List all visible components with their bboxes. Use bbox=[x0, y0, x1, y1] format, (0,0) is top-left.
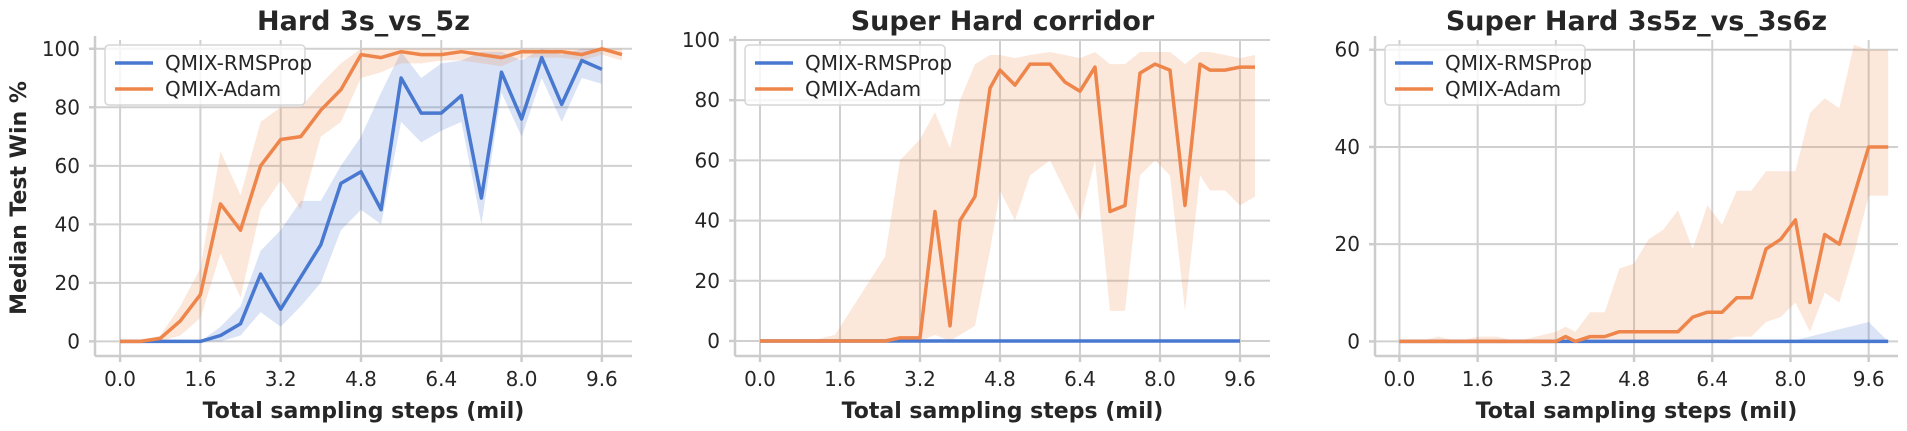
panel-2: 0.0 1.6 3.2 4.8 6.4 8.0 9.6 0 20 40 60 80 100 QMIX-RM… bbox=[682, 6, 1270, 424]
confidence-band-adam bbox=[120, 48, 622, 342]
legend-label: QMIX-RMSProp bbox=[165, 51, 312, 75]
y-tick-label: 40 bbox=[55, 212, 80, 236]
chart-title: Hard 3s_vs_5z bbox=[257, 6, 470, 37]
x-tick-label: 9.6 bbox=[586, 367, 618, 391]
x-tick-label: 4.8 bbox=[345, 367, 377, 391]
x-tick-label: 1.6 bbox=[824, 367, 856, 391]
legend-box bbox=[104, 44, 306, 106]
chart-title: Super Hard corridor bbox=[851, 6, 1155, 37]
legend-label: QMIX-RMSProp bbox=[805, 51, 952, 75]
y-tick-label: 20 bbox=[1335, 232, 1360, 256]
x-tick-label: 1.6 bbox=[184, 367, 216, 391]
x-tick-label: 0.0 bbox=[744, 367, 776, 391]
legend-box bbox=[744, 44, 946, 106]
legend-label: QMIX-Adam bbox=[165, 77, 281, 101]
x-tick-label: 4.8 bbox=[984, 367, 1016, 391]
y-tick-label: 60 bbox=[1335, 38, 1360, 62]
x-axis-label: Total sampling steps (mil) bbox=[203, 399, 525, 424]
x-tick-label: 6.4 bbox=[425, 367, 457, 391]
y-tick-label: 60 bbox=[55, 154, 80, 178]
x-tick-label: 6.4 bbox=[1064, 367, 1096, 391]
y-tick-label: 100 bbox=[682, 28, 720, 52]
y-tick-label: 80 bbox=[55, 95, 80, 119]
y-tick-label: 80 bbox=[695, 88, 720, 112]
x-tick-label: 0.0 bbox=[1384, 367, 1416, 391]
x-tick-label: 6.4 bbox=[1696, 367, 1728, 391]
legend-label: QMIX-Adam bbox=[1445, 77, 1561, 101]
panel-1: 0.0 1.6 3.2 4.8 6.4 8.0 9.6 0 20 40 60 80 100 QMIX-RM… bbox=[7, 6, 632, 424]
legend-box bbox=[1384, 44, 1586, 106]
legend-label: QMIX-Adam bbox=[805, 77, 921, 101]
y-tick-label: 20 bbox=[55, 271, 80, 295]
y-tick-label: 40 bbox=[1335, 135, 1360, 159]
chart-title: Super Hard 3s5z_vs_3s6z bbox=[1446, 6, 1827, 37]
x-tick-label: 3.2 bbox=[1540, 367, 1572, 391]
legend-label: QMIX-RMSProp bbox=[1445, 51, 1592, 75]
x-tick-label: 0.0 bbox=[104, 367, 136, 391]
y-tick-label: 40 bbox=[695, 209, 720, 233]
y-tick-label: 60 bbox=[695, 148, 720, 172]
x-axis-label: Total sampling steps (mil) bbox=[842, 399, 1164, 424]
y-tick-label: 0 bbox=[67, 329, 80, 353]
x-tick-label: 3.2 bbox=[904, 367, 936, 391]
x-axis-label: Total sampling steps (mil) bbox=[1476, 399, 1798, 424]
x-tick-label: 8.0 bbox=[1775, 367, 1807, 391]
x-tick-label: 9.6 bbox=[1224, 367, 1256, 391]
x-tick-label: 8.0 bbox=[1144, 367, 1176, 391]
series-line-adam bbox=[760, 62, 1255, 343]
x-tick-label: 3.2 bbox=[265, 367, 297, 391]
x-tick-label: 4.8 bbox=[1618, 367, 1650, 391]
confidence-band-adam bbox=[1399, 44, 1889, 342]
y-tick-label: 0 bbox=[707, 329, 720, 353]
x-tick-label: 8.0 bbox=[506, 367, 538, 391]
series-line-adam bbox=[1399, 145, 1889, 344]
series-line-rmsprop bbox=[120, 55, 603, 344]
y-axis-label: Median Test Win % bbox=[7, 81, 32, 315]
panel-3: 0.0 1.6 3.2 4.8 6.4 8.0 9.6 0 20 40 60 QMIX-RMSProp… bbox=[1335, 6, 1898, 424]
confidence-band-adam bbox=[760, 52, 1255, 341]
y-tick-label: 0 bbox=[1347, 329, 1360, 353]
x-tick-label: 1.6 bbox=[1462, 367, 1494, 391]
y-tick-label: 20 bbox=[695, 269, 720, 293]
confidence-band-rmsprop bbox=[1399, 322, 1889, 342]
confidence-band-rmsprop bbox=[120, 48, 602, 342]
y-tick-label: 100 bbox=[42, 37, 80, 61]
series-line-adam bbox=[120, 47, 623, 344]
x-tick-label: 9.6 bbox=[1853, 367, 1885, 391]
